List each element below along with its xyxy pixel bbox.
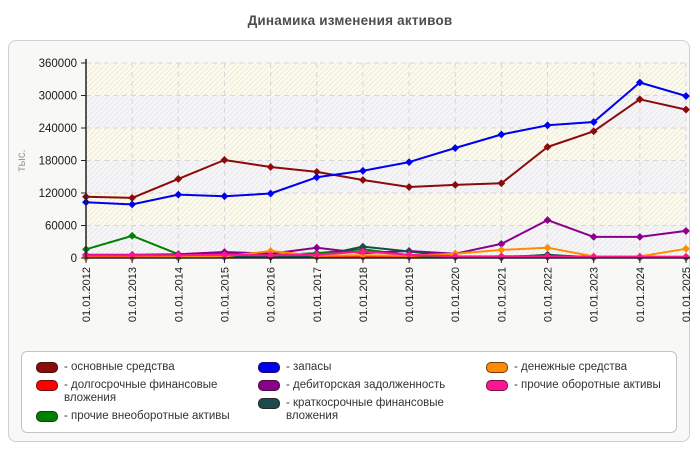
- x-tick-label: 01.01.2013: [127, 267, 139, 322]
- legend-item-1: - долгосрочные финансовые вложения: [36, 379, 258, 405]
- legend-item-7: - прочие оборотные активы: [486, 379, 666, 392]
- x-tick-label: 01.01.2021: [496, 267, 508, 322]
- legend-label: - запасы: [286, 361, 332, 373]
- legend-item-4: - дебиторская задолженность: [258, 379, 486, 392]
- data-point: [266, 163, 275, 171]
- x-tick-label: 01.01.2014: [173, 267, 185, 322]
- chart-plot: 0 60000 120000 180000 240000 300000 360000 тыс.…: [16, 58, 691, 322]
- data-point: [543, 216, 552, 224]
- x-tick-label: 01.01.2018: [358, 267, 370, 322]
- x-tick-label: 01.01.2012: [81, 267, 93, 322]
- series-line-3: [82, 78, 690, 209]
- data-point: [635, 78, 644, 87]
- chart-card: 0 60000 120000 180000 240000 300000 360000 тыс.…: [8, 40, 691, 442]
- data-point: [174, 175, 183, 183]
- legend-item-3: - запасы: [258, 361, 486, 374]
- y-axis-labels: 0 60000 120000 180000 240000 300000 360000: [39, 58, 77, 265]
- data-point: [589, 127, 598, 136]
- data-point: [682, 244, 690, 253]
- data-point: [589, 118, 598, 126]
- legend-swatch-icon: [36, 362, 58, 373]
- data-point: [543, 121, 552, 130]
- legend-label: - дебиторская задолженность: [286, 378, 446, 391]
- svg-text:240000: 240000: [39, 123, 77, 135]
- data-point: [220, 192, 229, 201]
- legend-label: - основные средства: [64, 361, 175, 373]
- data-point: [497, 130, 506, 139]
- data-point: [682, 92, 690, 100]
- legend-swatch-icon: [486, 379, 508, 391]
- data-point: [128, 200, 137, 209]
- legend-swatch-icon: [36, 410, 58, 422]
- data-point: [543, 143, 552, 151]
- legend-item-2: - прочие внеоборотные активы: [36, 410, 258, 423]
- data-point: [359, 247, 367, 256]
- data-point: [497, 179, 506, 188]
- legend-swatch-icon: [258, 379, 280, 391]
- legend-column-2: - денежные средства - прочие оборотные ак…: [486, 361, 666, 426]
- x-axis-labels: 01.01.2012 01.01.2013 01.01.2014 01.01.2015…: [81, 267, 691, 322]
- x-tick-label: 01.01.2023: [589, 267, 601, 322]
- data-point: [312, 173, 321, 182]
- svg-text:300000: 300000: [39, 91, 77, 103]
- legend-label: - краткосрочные финансовые вложения: [286, 396, 444, 422]
- legend-label: - прочие внеоборотные активы: [64, 409, 230, 422]
- legend-swatch-icon: [258, 362, 280, 373]
- legend-item-0: - основные средства: [36, 361, 258, 374]
- legend-column-0: - основные средства - долгосрочные финанс…: [36, 361, 258, 426]
- legend-item-6: - денежные средства: [486, 361, 666, 374]
- series-line-0: [82, 95, 690, 202]
- y-axis-title: тыс.: [16, 149, 28, 171]
- legend-swatch-icon: [486, 362, 508, 373]
- svg-text:180000: 180000: [39, 156, 77, 168]
- data-point: [174, 190, 183, 199]
- data-point: [451, 180, 460, 189]
- x-tick-label: 01.01.2019: [404, 267, 416, 322]
- data-point: [359, 166, 367, 175]
- svg-text:120000: 120000: [39, 188, 77, 200]
- data-point: [682, 105, 690, 114]
- chart-title: Динамика изменения активов: [247, 13, 453, 28]
- data-point: [682, 227, 690, 235]
- legend-swatch-icon: [36, 379, 58, 391]
- legend-swatch-icon: [258, 397, 280, 409]
- x-tick-label: 01.01.2024: [635, 267, 647, 322]
- x-tick-label: 01.01.2016: [266, 267, 278, 322]
- data-point: [635, 95, 644, 104]
- x-tick-label: 01.01.2022: [543, 267, 555, 322]
- data-point: [405, 158, 413, 167]
- gridlines: [86, 62, 687, 258]
- data-point: [220, 156, 229, 164]
- tick-marks: [81, 62, 687, 263]
- data-point: [405, 183, 413, 191]
- chart-legend: - основные средства - долгосрочные финанс…: [21, 351, 677, 433]
- data-point: [635, 232, 644, 241]
- x-tick-label: 01.01.2020: [450, 267, 462, 322]
- legend-label: - долгосрочные финансовые вложения: [64, 378, 218, 404]
- legend-label: - прочие оборотные активы: [514, 378, 661, 391]
- svg-text:360000: 360000: [39, 58, 77, 70]
- data-point: [266, 189, 275, 198]
- data-point: [451, 144, 460, 152]
- legend-column-1: - запасы - дебиторская задолженность - кра…: [258, 361, 486, 426]
- svg-text:60000: 60000: [45, 221, 77, 233]
- legend-item-5: - краткосрочные финансовые вложения: [258, 397, 486, 423]
- axes: [85, 59, 690, 259]
- data-point: [589, 232, 598, 241]
- x-tick-label: 01.01.2017: [312, 267, 324, 322]
- svg-text:0: 0: [71, 253, 77, 265]
- data-point: [128, 231, 137, 240]
- x-tick-label: 01.01.2015: [219, 267, 231, 322]
- x-tick-label: 01.01.2025: [681, 267, 691, 322]
- legend-label: - денежные средства: [514, 361, 628, 373]
- data-point: [359, 176, 367, 184]
- data-point: [543, 243, 552, 252]
